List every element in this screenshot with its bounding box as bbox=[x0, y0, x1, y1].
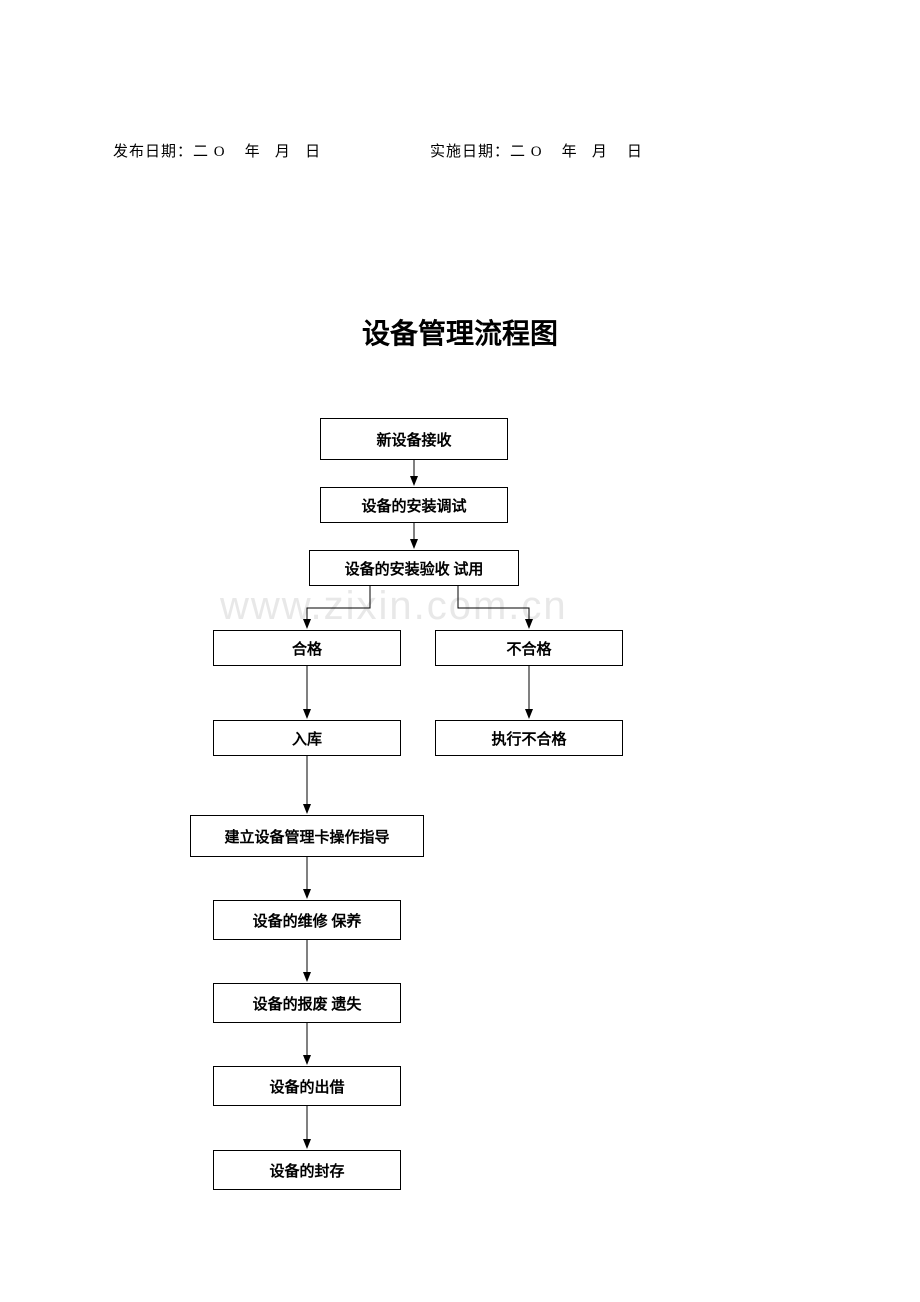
arrow-n3-n4 bbox=[307, 586, 370, 628]
arrow-n3-n5 bbox=[458, 586, 529, 628]
flowchart-container: 新设备接收 设备的安装调试 设备的安装验收 试用 合格 不合格 入库 执行不合格… bbox=[0, 0, 920, 1302]
flowchart-arrows-svg bbox=[0, 0, 920, 1302]
